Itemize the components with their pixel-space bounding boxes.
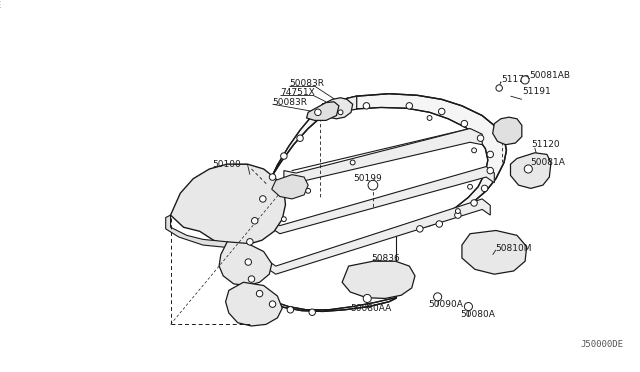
Circle shape xyxy=(406,103,413,109)
Polygon shape xyxy=(219,242,272,286)
Polygon shape xyxy=(511,153,551,188)
Circle shape xyxy=(481,185,488,192)
Polygon shape xyxy=(270,167,494,234)
Circle shape xyxy=(280,153,287,159)
Polygon shape xyxy=(323,96,356,116)
Text: 50199: 50199 xyxy=(353,174,382,183)
Polygon shape xyxy=(243,104,396,311)
Text: 50090A: 50090A xyxy=(428,299,463,309)
Circle shape xyxy=(436,221,442,227)
Polygon shape xyxy=(171,164,285,245)
Text: 50080AA: 50080AA xyxy=(350,304,392,313)
Polygon shape xyxy=(266,199,490,274)
Circle shape xyxy=(306,188,310,193)
Text: 51120: 51120 xyxy=(532,140,560,149)
Circle shape xyxy=(487,151,493,158)
Circle shape xyxy=(427,116,432,121)
Circle shape xyxy=(438,108,445,115)
Polygon shape xyxy=(342,261,415,298)
Circle shape xyxy=(252,218,258,224)
Polygon shape xyxy=(284,128,482,183)
Circle shape xyxy=(524,78,527,81)
Polygon shape xyxy=(272,174,308,199)
Circle shape xyxy=(317,111,319,113)
Circle shape xyxy=(309,309,316,315)
Circle shape xyxy=(465,302,472,311)
Circle shape xyxy=(456,209,460,214)
Circle shape xyxy=(471,200,477,206)
Circle shape xyxy=(436,295,439,298)
Polygon shape xyxy=(462,231,527,274)
Circle shape xyxy=(245,259,252,265)
Circle shape xyxy=(454,212,461,218)
Polygon shape xyxy=(226,282,282,326)
Polygon shape xyxy=(307,102,339,121)
Circle shape xyxy=(282,217,286,222)
Polygon shape xyxy=(493,117,522,145)
Circle shape xyxy=(246,238,253,245)
Circle shape xyxy=(315,109,321,116)
Circle shape xyxy=(434,293,442,301)
Circle shape xyxy=(371,183,374,187)
Polygon shape xyxy=(323,98,353,119)
Circle shape xyxy=(257,291,263,297)
Circle shape xyxy=(521,76,529,84)
Circle shape xyxy=(338,110,343,115)
Circle shape xyxy=(472,148,477,153)
Circle shape xyxy=(368,180,378,190)
Text: 51172: 51172 xyxy=(500,76,529,84)
Text: 74751X: 74751X xyxy=(280,89,316,97)
Circle shape xyxy=(363,103,370,109)
Circle shape xyxy=(269,174,276,180)
Text: 50836: 50836 xyxy=(371,253,400,263)
Text: J50000DE: J50000DE xyxy=(581,340,624,349)
Circle shape xyxy=(248,276,255,282)
Text: 50810M: 50810M xyxy=(495,244,532,253)
Circle shape xyxy=(350,160,355,165)
Circle shape xyxy=(477,135,484,141)
Circle shape xyxy=(365,297,369,300)
Text: 50081A: 50081A xyxy=(530,158,564,167)
Circle shape xyxy=(287,307,294,313)
Text: J50000DE: J50000DE xyxy=(0,1,1,10)
Circle shape xyxy=(527,167,530,171)
Circle shape xyxy=(496,85,502,91)
Text: 50081AB: 50081AB xyxy=(529,71,570,80)
Circle shape xyxy=(417,226,423,232)
Polygon shape xyxy=(166,215,227,247)
Text: 51191: 51191 xyxy=(522,87,550,96)
Circle shape xyxy=(363,294,371,302)
Circle shape xyxy=(297,135,303,141)
Circle shape xyxy=(461,121,468,127)
Circle shape xyxy=(487,167,493,174)
Text: 50083R: 50083R xyxy=(289,78,324,88)
Circle shape xyxy=(269,301,276,307)
Circle shape xyxy=(467,305,470,308)
Circle shape xyxy=(524,165,532,173)
Text: 50083R: 50083R xyxy=(273,98,308,107)
Text: 50080A: 50080A xyxy=(460,310,495,319)
Circle shape xyxy=(468,185,472,189)
Circle shape xyxy=(260,196,266,202)
Text: 50100: 50100 xyxy=(212,160,241,169)
Polygon shape xyxy=(323,94,506,232)
